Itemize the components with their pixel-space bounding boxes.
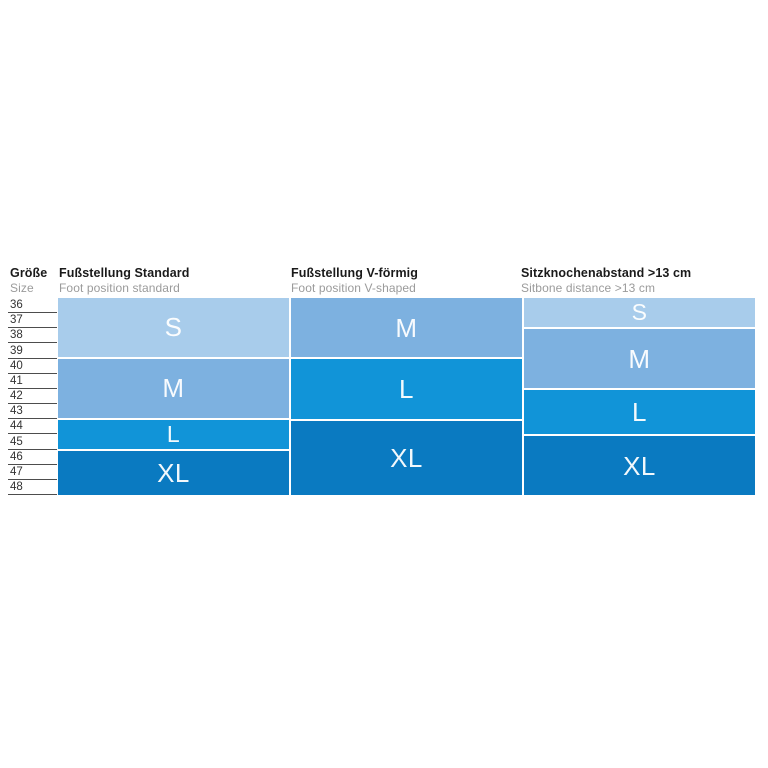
size-label: 37: [10, 314, 23, 327]
block-foot-position-standard-l: L: [58, 417, 289, 449]
block-foot-position-v-shaped-l: L: [291, 357, 522, 419]
block-size-label: S: [164, 312, 183, 343]
column-subtitle: Foot position standard: [59, 281, 180, 295]
size-blocks-foot-position-standard: S M L XL: [58, 298, 289, 495]
block-sitbone-distance-m: M: [524, 327, 755, 389]
column-header-sitbone-distance: Sitzknochenabstand >13 cm Sitbone distan…: [521, 266, 691, 296]
block-size-label: L: [632, 397, 647, 428]
size-column-title: Größe: [10, 266, 48, 280]
column-subtitle: Sitbone distance >13 cm: [521, 281, 656, 295]
size-label: 39: [10, 344, 23, 357]
block-size-label: XL: [157, 457, 190, 488]
size-label: 47: [10, 465, 23, 478]
size-column-subtitle: Size: [10, 281, 34, 295]
size-list: 36 37 38 39 40 41 42 43 44 45 46 47 48: [8, 298, 57, 496]
size-row-40: 40: [8, 359, 57, 374]
block-foot-position-standard-xl: XL: [58, 448, 289, 495]
size-label: 46: [10, 450, 23, 463]
block-foot-position-standard-s: S: [58, 298, 289, 357]
size-label: 41: [10, 374, 23, 387]
size-label: 36: [10, 299, 23, 312]
block-foot-position-v-shaped-m: M: [291, 298, 522, 358]
column-title: Fußstellung Standard: [59, 266, 190, 280]
block-size-label: M: [628, 343, 651, 374]
block-size-label: XL: [390, 442, 423, 473]
size-label: 40: [10, 359, 23, 372]
block-sitbone-distance-xl: XL: [524, 434, 755, 495]
block-sitbone-distance-s: S: [524, 298, 755, 328]
size-blocks-foot-position-v-shaped: M L XL: [291, 298, 522, 496]
size-row-38: 38: [8, 328, 57, 344]
size-row-46: 46: [8, 450, 57, 465]
size-row-41: 41: [8, 374, 57, 389]
size-column-header: Größe Size: [10, 266, 47, 296]
block-size-label: XL: [623, 450, 656, 481]
block-size-label: L: [399, 374, 414, 405]
size-label: 38: [10, 329, 23, 342]
size-row-37: 37: [8, 313, 57, 329]
size-label: 42: [10, 390, 23, 403]
column-title: Fußstellung V-förmig: [291, 266, 418, 280]
column-header-foot-position-v-shaped: Fußstellung V-förmig Foot position V-sha…: [291, 266, 418, 296]
block-size-label: M: [395, 312, 418, 343]
size-label: 43: [10, 405, 23, 418]
block-foot-position-v-shaped-xl: XL: [291, 418, 522, 496]
size-row-45: 45: [8, 434, 57, 450]
block-size-label: L: [166, 420, 181, 447]
size-row-48: 48: [8, 480, 57, 496]
block-size-label: S: [631, 299, 648, 326]
column-header-foot-position-standard: Fußstellung Standard Foot position stand…: [59, 266, 189, 296]
column-subtitle: Foot position V-shaped: [291, 281, 416, 295]
size-row-44: 44: [8, 419, 57, 435]
block-sitbone-distance-l: L: [524, 388, 755, 435]
block-foot-position-standard-m: M: [58, 356, 289, 418]
size-label: 48: [10, 481, 23, 494]
size-row-42: 42: [8, 389, 57, 405]
size-row-36: 36: [8, 298, 57, 314]
size-row-47: 47: [8, 465, 57, 480]
size-label: 44: [10, 420, 23, 433]
block-size-label: M: [162, 373, 185, 404]
column-title: Sitzknochenabstand >13 cm: [521, 266, 692, 280]
size-blocks-sitbone-distance: S M L XL: [524, 298, 755, 495]
size-label: 45: [10, 435, 23, 448]
size-row-43: 43: [8, 404, 57, 420]
size-row-39: 39: [8, 343, 57, 359]
